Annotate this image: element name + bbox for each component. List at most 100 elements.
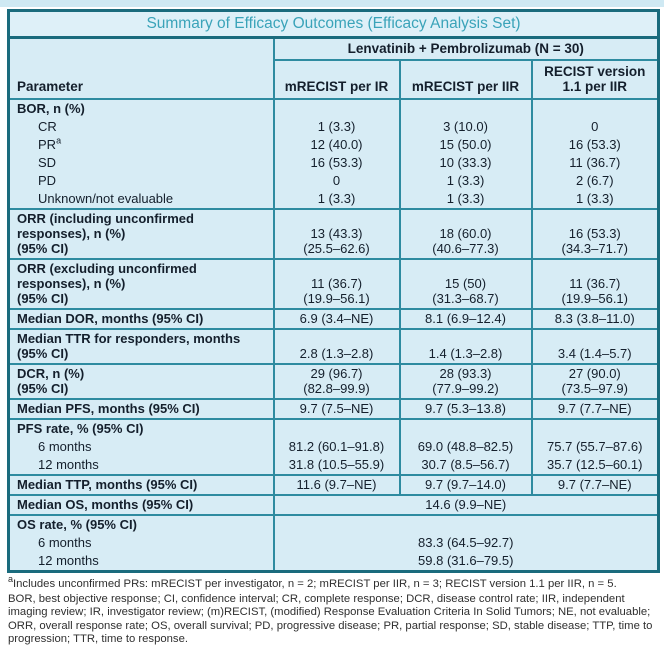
cell-value: 10 (33.3) xyxy=(398,154,532,172)
row-label: ORR (excluding unconfirmed responses), n… xyxy=(8,258,274,309)
cell-value: 1 (3.3) xyxy=(530,190,659,209)
cell-value: 9.7 (7.7–NE) xyxy=(530,398,659,419)
table-row-median-ttr: Median TTR for responders, months (95% C… xyxy=(8,328,659,364)
row-label: Median DOR, months (95% CI) xyxy=(8,308,274,329)
cell-value: 1.4 (1.3–2.8) xyxy=(398,328,532,364)
row-label: PD xyxy=(38,173,57,188)
row-ci-label: (95% CI) xyxy=(17,381,69,396)
value-ci: (73.5–97.9) xyxy=(561,381,629,396)
row-label: BOR, n (%) xyxy=(8,98,274,118)
row-label: 12 months xyxy=(38,457,99,472)
cell-value: 9.7 (7.7–NE) xyxy=(530,474,659,495)
row-label: Median TTR for responders, months (95% C… xyxy=(8,328,274,364)
cell-value: 8.3 (3.8–11.0) xyxy=(530,308,659,329)
table-row-median-ttp: Median TTP, months (95% CI) 11.6 (9.7–NE… xyxy=(8,474,659,495)
table-row-cr: CR 1 (3.3) 3 (10.0) 0 xyxy=(9,118,659,136)
row-label: 6 months xyxy=(38,535,92,550)
cell-value: 1 (3.3) xyxy=(398,190,532,209)
cell-empty xyxy=(272,98,400,118)
row-label: DCR, n (%) (95% CI) xyxy=(8,363,274,399)
row-label: OS rate, % (95% CI) xyxy=(8,514,274,534)
cell-value: 16 (53.3) (34.3–71.7) xyxy=(530,208,659,259)
value-n: 28 (93.3) xyxy=(439,366,492,381)
cell-value: 12 (40.0) xyxy=(272,136,400,154)
row-label-text: PR xyxy=(38,137,57,152)
cell-value: 11 (36.7) xyxy=(530,154,659,172)
cell-value: 1 (3.3) xyxy=(272,190,400,209)
table-row-os-rate: OS rate, % (95% CI) xyxy=(8,514,659,534)
efficacy-outcomes-table: Summary of Efficacy Outcomes (Efficacy A… xyxy=(7,9,661,573)
table-row-median-pfs: Median PFS, months (95% CI) 9.7 (7.5–NE)… xyxy=(8,398,659,419)
table-row-sd: SD 16 (53.3) 10 (33.3) 11 (36.7) xyxy=(9,154,659,172)
cell-value: 13 (43.3) (25.5–62.6) xyxy=(272,208,400,259)
value-n: 13 (43.3) xyxy=(310,226,363,241)
row-label: Median PFS, months (95% CI) xyxy=(8,398,274,419)
cell-value: 1 (3.3) xyxy=(272,118,400,136)
footnote-marker: a xyxy=(56,136,62,146)
cell-value: 1 (3.3) xyxy=(398,172,532,190)
column-header-mrecist-ir: mRECIST per IR xyxy=(272,60,400,99)
cell-value: 11 (36.7) (19.9–56.1) xyxy=(272,258,400,309)
efficacy-table-container: Summary of Efficacy Outcomes (Efficacy A… xyxy=(7,9,661,573)
cell-value: 28 (93.3) (77.9–99.2) xyxy=(398,363,532,399)
cell-value: 9.7 (7.5–NE) xyxy=(272,398,400,419)
cell-empty xyxy=(398,418,532,438)
cell-value: 31.8 (10.5–55.9) xyxy=(272,456,400,475)
cell-value: 27 (90.0) (73.5–97.9) xyxy=(530,363,659,399)
value-n: 27 (90.0) xyxy=(568,366,621,381)
row-label: ORR (including unconfirmed responses), n… xyxy=(8,208,274,259)
row-label: 12 months xyxy=(38,553,99,568)
value-ci: (31.3–68.7) xyxy=(432,291,499,306)
cell-value: 8.1 (6.9–12.4) xyxy=(398,308,532,329)
table-row-median-dor: Median DOR, months (95% CI) 6.9 (3.4–NE)… xyxy=(8,308,659,329)
table-row-orr-including: ORR (including unconfirmed responses), n… xyxy=(8,208,659,259)
table-row-pfs-rate: PFS rate, % (95% CI) xyxy=(8,418,659,438)
row-label: PFS rate, % (95% CI) xyxy=(8,418,274,438)
value-ci: (40.6–77.3) xyxy=(432,241,499,256)
cell-value: 30.7 (8.5–56.7) xyxy=(398,456,532,475)
row-label: Median TTP, months (95% CI) xyxy=(8,474,274,495)
cell-value: 9.7 (5.3–13.8) xyxy=(398,398,532,419)
cell-value: 11.6 (9.7–NE) xyxy=(272,474,400,495)
cell-value: 0 xyxy=(272,172,400,190)
row-label: SD xyxy=(38,155,57,170)
title-row: Summary of Efficacy Outcomes (Efficacy A… xyxy=(8,10,659,39)
table-row-unknown: Unknown/not evaluable 1 (3.3) 1 (3.3) 1 … xyxy=(9,190,659,209)
footnote-a: aIncludes unconfirmed PRs: mRECIST per i… xyxy=(8,575,656,592)
footnote-abbreviations: BOR, best objective response; CI, confid… xyxy=(8,592,653,646)
table-row-pfs-rate-6mo: 6 months 81.2 (60.1–91.8) 69.0 (48.8–82.… xyxy=(9,438,659,456)
value-n: 11 (36.7) xyxy=(569,276,621,291)
cell-value: 2 (6.7) xyxy=(530,172,659,190)
cell-value: 69.0 (48.8–82.5) xyxy=(398,438,532,456)
value-ci: (19.9–56.1) xyxy=(561,291,629,306)
row-label-text: ORR (including unconfirmed responses), n… xyxy=(17,211,194,241)
cell-empty xyxy=(530,98,659,118)
parameter-header: Parameter xyxy=(17,79,84,94)
table-row-pd: PD 0 1 (3.3) 2 (6.7) xyxy=(9,172,659,190)
value-n: 18 (60.0) xyxy=(439,226,492,241)
cell-value: 35.7 (12.5–60.1) xyxy=(530,456,659,475)
value-n: 29 (96.7) xyxy=(310,366,363,381)
cell-value-merged: 83.3 (64.5–92.7) xyxy=(272,534,659,552)
group-header-row: Parameter Lenvatinib + Pembrolizumab (N … xyxy=(9,37,659,94)
table-row-dcr: DCR, n (%) (95% CI) 29 (96.7) (82.8–99.9)… xyxy=(8,363,659,399)
value-ci: (34.3–71.7) xyxy=(561,241,629,256)
table-row-os-rate-6mo: 6 months 83.3 (64.5–92.7) xyxy=(9,534,659,552)
cell-value: 2.8 (1.3–2.8) xyxy=(272,328,400,364)
cell-value: 3 (10.0) xyxy=(398,118,532,136)
row-label: Median OS, months (95% CI) xyxy=(8,494,274,515)
cell-value: 15 (50) (31.3–68.7) xyxy=(398,258,532,309)
table-row-pr: PRa 12 (40.0) 15 (50.0) 16 (53.3) xyxy=(9,136,659,154)
value-n: 16 (53.3) xyxy=(568,226,621,241)
row-label-text: ORR (excluding unconfirmed responses), n… xyxy=(17,261,197,291)
cell-value-merged: 14.6 (9.9–NE) xyxy=(272,494,659,515)
footnote-a-text: Includes unconfirmed PRs: mRECIST per in… xyxy=(13,578,617,590)
cell-value: 18 (60.0) (40.6–77.3) xyxy=(398,208,532,259)
row-ci-label: (95% CI) xyxy=(17,291,69,306)
value-ci: (25.5–62.6) xyxy=(303,241,370,256)
treatment-group-header: Lenvatinib + Pembrolizumab (N = 30) xyxy=(272,37,659,61)
table-row-median-os: Median OS, months (95% CI) 14.6 (9.9–NE) xyxy=(8,494,659,515)
cell-value: 6.9 (3.4–NE) xyxy=(272,308,400,329)
table-title: Summary of Efficacy Outcomes (Efficacy A… xyxy=(8,10,659,39)
column-header-mrecist-iir: mRECIST per IIR xyxy=(398,60,532,99)
